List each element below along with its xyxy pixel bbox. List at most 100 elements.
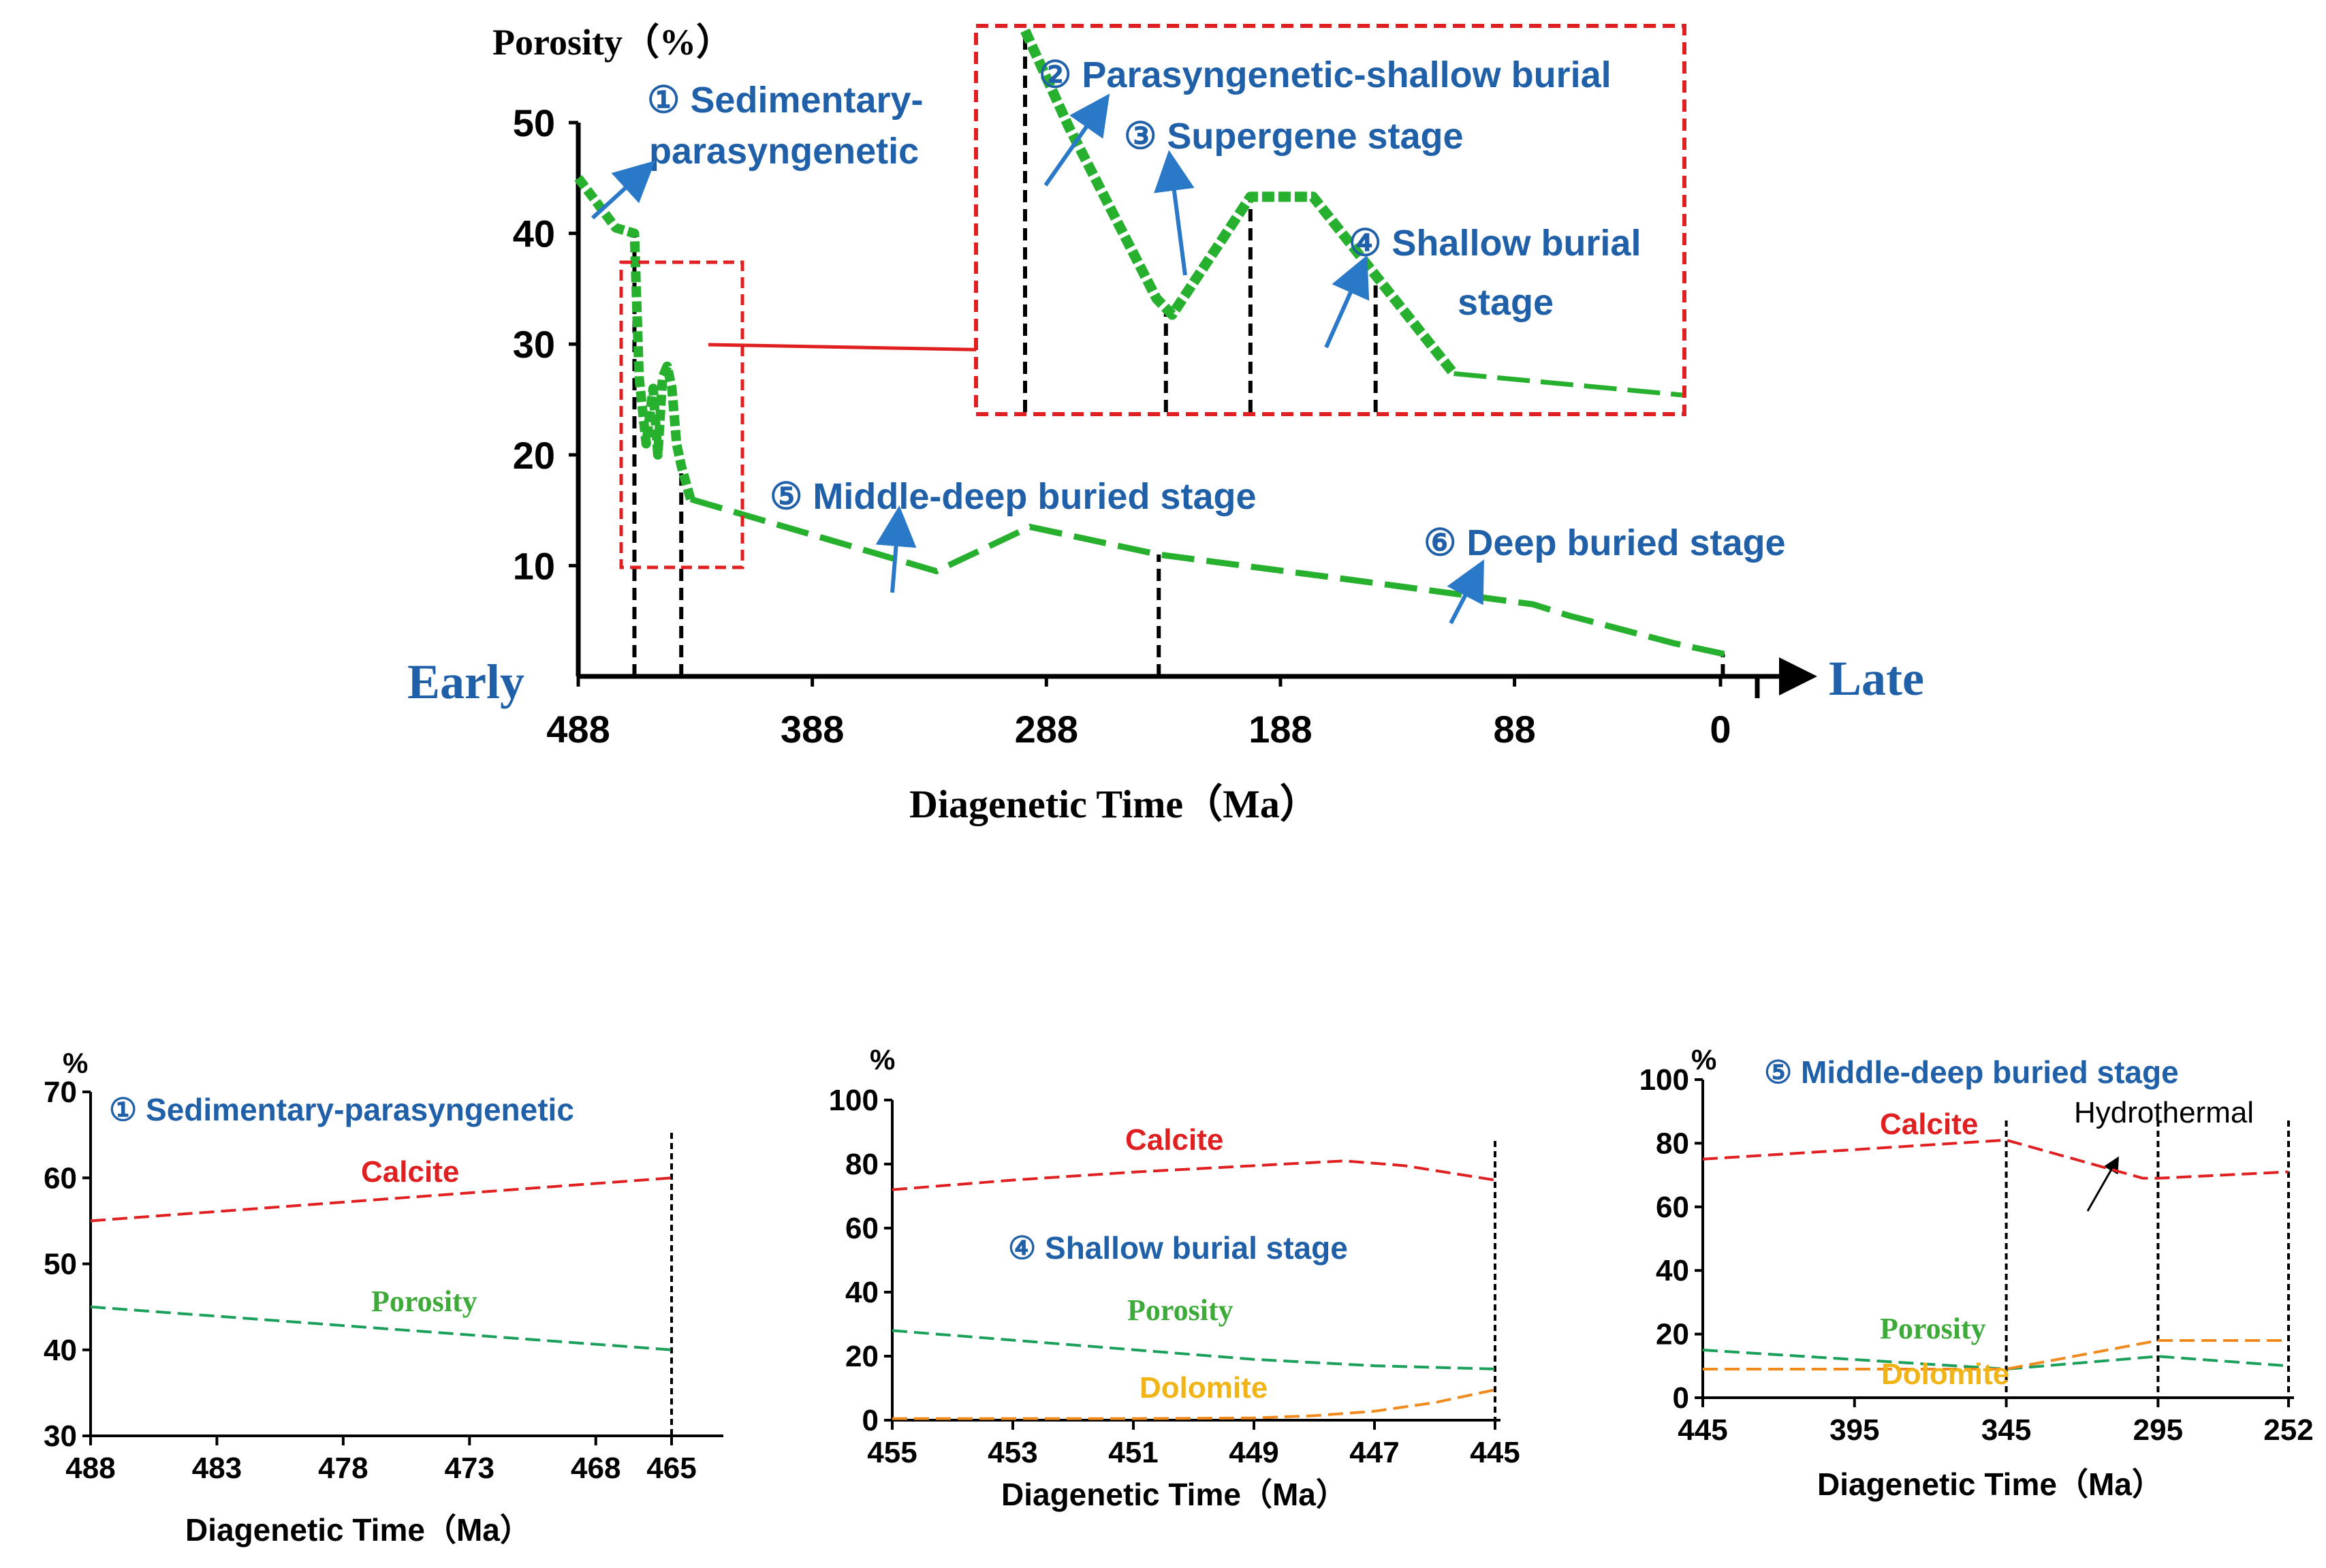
small-y-tick-label: 100	[1639, 1063, 1689, 1097]
small-y-tick-label: 0	[862, 1404, 879, 1437]
small-y-tick-label: 50	[44, 1248, 77, 1281]
series-label-calcite: Calcite	[1880, 1108, 1978, 1141]
inset-porosity-tail	[1453, 371, 1683, 398]
stage1-label-line2: parasyngenetic	[649, 131, 919, 172]
hydrothermal-label: Hydrothermal	[2074, 1096, 2254, 1129]
main-y-tick-label: 20	[513, 434, 555, 477]
zoom-arrow	[708, 336, 1016, 364]
main-series	[574, 175, 1726, 657]
small-x-tick-label: 445	[1678, 1413, 1727, 1447]
stage4-label-line2: stage	[1458, 282, 1554, 323]
stage3-arrow	[1154, 150, 1195, 276]
stage4-chart: ④ Shallow burial stage % Diagenetic Time…	[829, 1044, 1520, 1512]
stage5-label: ⑤ Middle-deep buried stage	[770, 476, 1257, 517]
stage5-arrow	[875, 505, 917, 593]
series-label-porosity: Porosity	[371, 1285, 477, 1318]
main-x-tick-label: 188	[1248, 708, 1312, 751]
inset-box	[974, 24, 1686, 416]
series-line-porosity	[90, 1305, 672, 1351]
small-y-tick-label: 0	[1673, 1381, 1689, 1415]
inset-series	[1020, 28, 1683, 398]
small-y-tick-label: 40	[1656, 1254, 1689, 1287]
stage6-arrow	[1447, 559, 1484, 625]
stage5-chart-title: ⑤ Middle-deep buried stage	[1764, 1054, 2179, 1090]
series-line-porosity	[892, 1329, 1496, 1370]
small-y-tick-label: 60	[44, 1161, 77, 1195]
series-line-dolomite	[892, 1388, 1496, 1420]
small-x-tick-label: 295	[2133, 1413, 2183, 1447]
small-x-tick-label: 449	[1229, 1436, 1278, 1469]
stage4-label: ④ Shallow burial	[1349, 223, 1641, 264]
small-y-tick-label: 40	[44, 1334, 77, 1367]
small-y-tick-label: 80	[845, 1148, 879, 1181]
main-x-ticks: 488 388 288 188 88 0	[546, 676, 1731, 751]
small-x-tick-label: 447	[1349, 1436, 1399, 1469]
small-x-tick-label: 473	[445, 1452, 494, 1485]
stage1-chart-x-title: Diagenetic Time（Ma）	[185, 1512, 531, 1548]
small-x-tick-label: 468	[571, 1452, 620, 1485]
small-x-tick-label: 395	[1829, 1413, 1879, 1447]
small-y-tick-label: 30	[44, 1420, 77, 1453]
series-line-porosity	[1702, 1348, 2289, 1370]
main-x-tick-label: 488	[546, 708, 610, 751]
small-x-tick-label: 252	[2263, 1413, 2313, 1447]
main-y-tick-label: 50	[513, 101, 555, 144]
main-y-ticks: 10 20 30 40 50	[513, 101, 578, 587]
stage4-arrow	[1324, 255, 1370, 349]
stage1-chart-title: ① Sedimentary-parasyngenetic	[109, 1092, 574, 1127]
small-x-tick-label: 445	[1470, 1436, 1520, 1469]
series-label-dolomite: Dolomite	[1140, 1371, 1268, 1405]
small-x-tick-label: 478	[318, 1452, 368, 1485]
series-line-calcite	[892, 1159, 1496, 1191]
stage4-chart-title: ④ Shallow burial stage	[1008, 1230, 1348, 1266]
series-label-porosity: Porosity	[1127, 1293, 1233, 1327]
series-label-porosity: Porosity	[1880, 1312, 1986, 1345]
series-line-calcite	[90, 1176, 672, 1223]
small-y-tick-label: 60	[845, 1212, 879, 1245]
small-y-tick-label: 70	[44, 1076, 77, 1109]
small-y-tick-label: 100	[829, 1084, 879, 1117]
main-x-tick-label: 288	[1015, 708, 1078, 751]
stage2-arrow	[1043, 93, 1110, 187]
main-x-tick-label: 88	[1493, 708, 1535, 751]
stage1-chart: ① Sedimentary-parasyngenetic % Diageneti…	[44, 1047, 723, 1548]
small-y-tick-label: 80	[1656, 1127, 1689, 1160]
stage5-chart: ⑤ Middle-deep buried stage % Diagenetic …	[1639, 1044, 2314, 1502]
early-label: Early	[407, 655, 524, 709]
main-y-title: Porosity（%）	[492, 22, 733, 63]
stage6-label: ⑥ Deep buried stage	[1424, 522, 1786, 563]
stage1-label: ① Sedimentary-	[647, 80, 924, 121]
hydrothermal-arrow	[2086, 1156, 2119, 1212]
main-y-tick-label: 10	[513, 544, 555, 587]
small-x-tick-label: 455	[867, 1436, 917, 1469]
small-y-tick-label: 40	[845, 1276, 879, 1309]
series-line-dolomite	[1703, 1338, 2289, 1370]
series-label-dolomite: Dolomite	[1881, 1358, 2009, 1391]
small-x-tick-label: 345	[1981, 1413, 2031, 1447]
main-y-tick-label: 40	[513, 213, 555, 255]
main-porosity-burial-line	[689, 496, 1726, 657]
small-x-tick-label: 483	[192, 1452, 242, 1485]
zoom-box	[619, 260, 744, 569]
stage3-label: ③ Supergene stage	[1124, 116, 1464, 157]
stage5-chart-x-title: Diagenetic Time（Ma）	[1817, 1467, 2163, 1502]
main-x-tick-label: 388	[781, 708, 844, 751]
small-x-tick-label: 451	[1108, 1436, 1158, 1469]
main-porosity-line	[574, 175, 695, 501]
series-label-calcite: Calcite	[1125, 1123, 1223, 1157]
stage1-chart-y-title: %	[63, 1047, 88, 1079]
small-y-tick-label: 20	[845, 1340, 879, 1373]
inset-porosity-line	[1020, 28, 1458, 377]
main-y-tick-label: 30	[513, 323, 555, 366]
stage4-chart-y-title: %	[870, 1044, 895, 1076]
series-label-calcite: Calcite	[361, 1155, 459, 1189]
stage1-arrow	[591, 160, 656, 220]
small-y-tick-label: 60	[1656, 1191, 1689, 1224]
main-chart: Porosity（%） 10 20 30 40 50 488 388 288 188 88 0 E…	[407, 22, 1924, 826]
small-x-tick-label: 488	[65, 1452, 115, 1485]
inset-stage-boundaries	[1023, 31, 1378, 412]
small-x-tick-label: 453	[988, 1436, 1037, 1469]
main-x-title: Diagenetic Time（Ma）	[909, 782, 1319, 826]
main-x-tick-label: 0	[1710, 708, 1731, 751]
